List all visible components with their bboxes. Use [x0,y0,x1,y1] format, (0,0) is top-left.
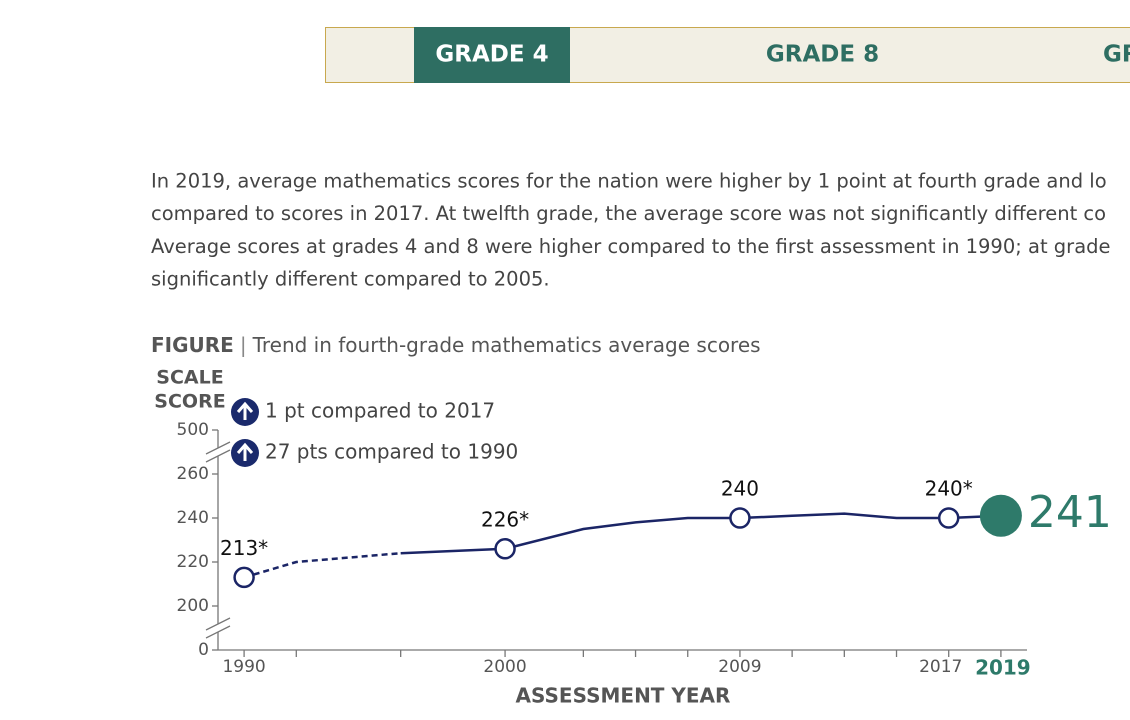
x-tick-label: 2000 [483,657,526,677]
figure-heading: FIGURE | Trend in fourth-grade mathematics… [151,333,761,357]
axis-break-gap [214,624,222,632]
tab[interactable]: GRADE 8 [766,42,879,68]
annotation: 1 pt compared to 2017 [265,399,495,423]
axis-break-gap [214,448,222,456]
y-tick-label: 240 [177,508,209,528]
point-marker [233,566,255,589]
x-tick-label: 2017 [919,657,962,677]
y-tick-label: 0 [198,640,209,660]
tab-active-bg [414,27,570,83]
up-arrow [236,442,254,461]
figure-title: Trend in fourth-grade mathematics averag… [252,333,761,357]
y-tick-label: 500 [177,420,209,440]
point-marker [937,507,960,529]
paragraph-line: Average scores at grades 4 and 8 were hi… [151,235,1111,258]
axis-break [205,617,231,631]
value-label: 213* [220,536,268,560]
tab[interactable]: GRADE 4 [435,42,548,68]
axis-break [205,625,231,639]
x-tick-label: 2019 [975,656,1031,680]
paragraph-line: compared to scores in 2017. At twelfth g… [151,202,1106,225]
value-label: 226* [481,507,529,531]
y-axis-label: SCALE [156,367,223,389]
x-tick-label: 2009 [718,657,761,677]
up-arrow [236,401,254,420]
paragraph-line: In 2019, average mathematics scores for … [151,170,1107,193]
value-label: 240 [721,477,759,501]
value-label: 240* [925,477,973,501]
value-label: 241 [1028,487,1112,538]
tab[interactable]: GRADE 12 [1103,42,1130,68]
x-axis-label: ASSESSMENT YEAR [516,684,731,708]
y-tick-label: 200 [177,596,209,616]
axis-break [205,449,231,463]
paragraph-line: significantly different compared to 2005… [151,268,550,291]
y-tick-label: 220 [177,552,209,572]
y-axis-label: SCORE [154,391,225,413]
highlight-marker [979,494,1022,537]
annotation: 27 pts compared to 1990 [265,440,518,464]
separator: | [240,333,247,357]
figure-label: FIGURE [151,333,234,357]
x-tick-label: 1990 [222,657,265,677]
series-line [243,551,401,579]
axis-break [205,441,231,455]
y-tick-label: 260 [177,464,209,484]
point-marker [729,507,751,529]
point-marker [494,538,516,560]
